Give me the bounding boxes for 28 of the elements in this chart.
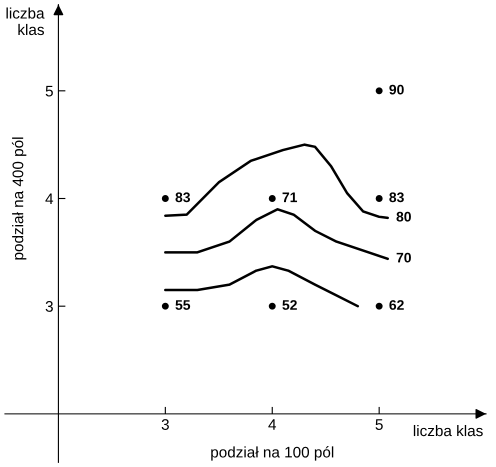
- x-tick-label: 5: [376, 419, 383, 430]
- x-tick-label: 3: [162, 419, 169, 430]
- series-label: 80: [396, 212, 411, 222]
- annotation: 71: [282, 192, 298, 202]
- annotation: 83: [389, 192, 404, 202]
- x-tick-label: 4: [268, 419, 276, 430]
- annotation: 90: [389, 84, 404, 95]
- y-tick-label: 4: [45, 194, 54, 204]
- point: [376, 87, 383, 94]
- annotation: 62: [389, 300, 404, 310]
- y-axis-title: podział na 400 pól: [12, 138, 26, 260]
- point: [376, 302, 383, 310]
- point: [268, 302, 276, 310]
- point: [268, 195, 276, 202]
- x-axis-title: podział na 100 pól: [211, 446, 334, 461]
- annotation: liczba klas: [414, 424, 483, 436]
- point: [376, 195, 383, 202]
- annotation: 83: [175, 192, 190, 202]
- y-tick-label: 3: [46, 301, 53, 312]
- line-series: [164, 208, 389, 260]
- point: [162, 302, 169, 310]
- annotation: liczba klas: [6, 7, 45, 36]
- line-series: [164, 143, 389, 220]
- annotation: 52: [282, 300, 297, 310]
- annotation: 55: [175, 300, 190, 310]
- point: [162, 195, 169, 202]
- y-tick-label: 5: [46, 86, 53, 97]
- series-label: 70: [396, 252, 411, 263]
